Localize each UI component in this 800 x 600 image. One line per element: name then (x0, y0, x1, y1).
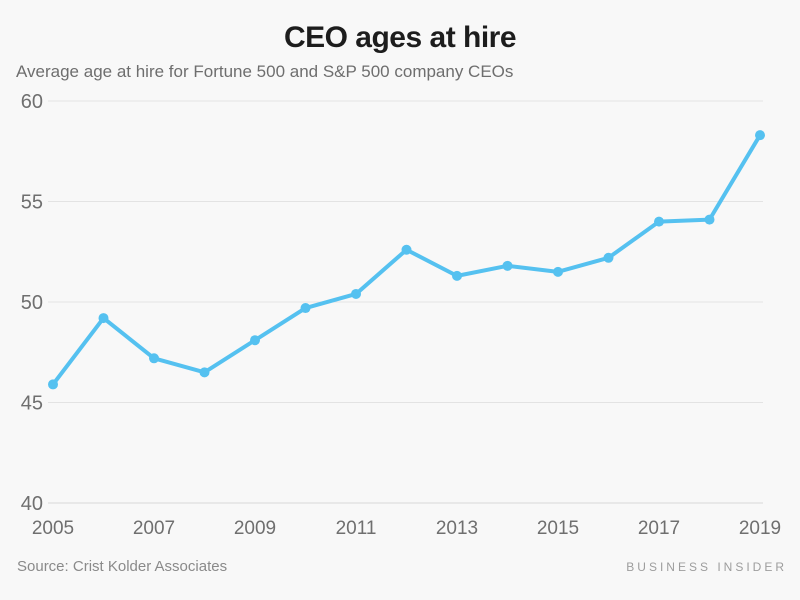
business-insider-logo: BUSINESS INSIDER (626, 560, 787, 574)
data-point-2019 (755, 130, 765, 141)
line-series (51, 133, 762, 387)
chart-subtitle: Average age at hire for Fortune 500 and … (16, 62, 514, 81)
data-point-2009 (250, 335, 260, 346)
y-axis-tick-label: 45 (21, 393, 43, 415)
data-point-2011 (351, 288, 361, 299)
data-point-2008 (199, 367, 210, 378)
y-axis-tick-label: 60 (21, 91, 43, 113)
data-point-2016 (603, 252, 614, 263)
x-axis-tick-label: 2005 (32, 518, 74, 539)
data-point-2014 (502, 260, 513, 271)
data-point-2017 (654, 216, 664, 227)
x-axis-tick-label: 2019 (739, 518, 781, 539)
x-axis-tick-label: 2015 (537, 518, 579, 539)
x-axis-tick-label: 2009 (234, 518, 276, 539)
data-point-2012 (401, 244, 412, 255)
x-axis-tick-label: 2017 (638, 518, 680, 539)
data-point-2010 (300, 303, 311, 314)
x-axis-tick-label: 2011 (336, 518, 377, 539)
y-axis-tick-label: 40 (21, 493, 43, 515)
data-point-2015 (553, 266, 563, 277)
data-point-2013 (452, 270, 462, 281)
data-point-2007 (149, 353, 159, 364)
data-point-2018 (704, 214, 715, 225)
data-point-2005 (48, 379, 58, 390)
x-axis-tick-label: 2013 (436, 518, 478, 539)
y-axis-tick-label: 55 (21, 192, 43, 214)
source-note: Source: Crist Kolder Associates (17, 558, 228, 575)
x-axis-tick-label: 2007 (133, 518, 175, 539)
y-axis-tick-label: 50 (21, 292, 43, 314)
chart-title: CEO ages at hire (283, 21, 517, 54)
data-point-2006 (98, 313, 109, 324)
